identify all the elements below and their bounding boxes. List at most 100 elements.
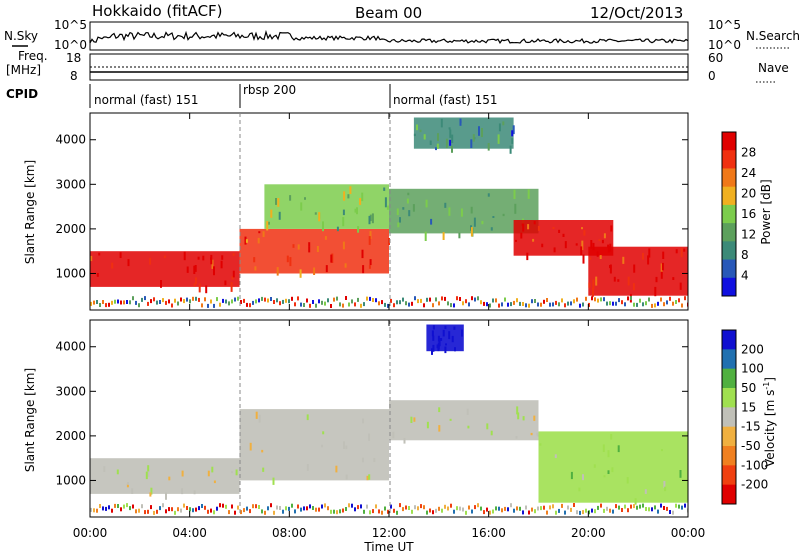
velocity-pixel [335, 465, 338, 473]
beam-title: Beam 00 [355, 4, 422, 22]
power-near-range-pixel [453, 303, 455, 308]
power-pixel [575, 243, 578, 246]
power-near-range-pixel [648, 297, 650, 302]
power-pixel [308, 246, 311, 253]
power-pixel [197, 256, 200, 260]
power-pixel [661, 262, 664, 271]
nave-label: Nave [758, 61, 789, 75]
velocity-pixel [322, 431, 325, 435]
velocity-near-range-pixel [495, 506, 497, 511]
power-pixel [642, 252, 644, 260]
velocity-near-range-pixel [147, 509, 149, 514]
velocity-pixel [116, 469, 119, 475]
power-near-range-pixel [360, 303, 362, 308]
power-pixel [509, 145, 512, 154]
power-near-range-pixel [447, 301, 449, 306]
power-pixel [362, 265, 365, 274]
power-near-range-pixel [243, 298, 245, 303]
velocity-colorbar-band [722, 484, 736, 505]
power-pixel [384, 197, 387, 208]
power-near-range-pixel [465, 299, 467, 304]
velocity-near-range-pixel [456, 506, 458, 511]
power-pixel [96, 273, 99, 277]
power-pixel [541, 243, 544, 248]
velocity-near-range-pixel [594, 509, 596, 514]
velocity-near-range-pixel [369, 510, 371, 515]
velocity-near-range-pixel [114, 503, 116, 508]
power-near-range-pixel [552, 302, 554, 307]
power-region [264, 184, 389, 229]
velocity-colorbar-label-sup: -1 [762, 382, 771, 390]
velocity-near-range-pixel [489, 510, 491, 515]
power-colorbar-band [722, 132, 736, 151]
velocity-near-range-pixel [516, 506, 518, 511]
power-near-range-pixel [342, 303, 344, 308]
nsky-trace [89, 29, 689, 45]
power-near-range-pixel [369, 296, 371, 301]
velocity-near-range-pixel [258, 505, 260, 509]
power-near-range-pixel [471, 296, 473, 301]
power-near-range-pixel [174, 298, 176, 303]
power-pixel [289, 257, 292, 267]
velocity-near-range-pixel [384, 506, 386, 511]
power-near-range-pixel [537, 302, 539, 307]
power-colorbar-band [722, 150, 736, 169]
velocity-near-range-pixel [642, 503, 644, 508]
power-pixel [442, 232, 445, 240]
power-pixel [592, 287, 594, 297]
velocity-near-range-pixel [633, 504, 635, 509]
velocity-pixel [644, 489, 647, 494]
velocity-pixel [444, 346, 447, 354]
power-near-range-pixel [582, 302, 584, 307]
power-pixel [361, 192, 364, 202]
power-pixel [356, 207, 358, 215]
power-near-range-pixel [366, 296, 368, 301]
velocity-pixel [451, 335, 454, 343]
velocity-near-range-pixel [315, 507, 317, 512]
x-tick-label: 08:00 [272, 526, 307, 540]
power-pixel [502, 213, 505, 217]
power-pixel [354, 208, 357, 213]
velocity-near-range-pixel [471, 509, 473, 514]
velocity-near-range-pixel [342, 508, 344, 513]
power-pixel [660, 271, 663, 279]
velocity-near-range-pixel [207, 509, 209, 514]
cpid-segment-2: rbsp 200 [243, 83, 296, 97]
velocity-near-range-pixel [351, 503, 353, 508]
velocity-near-range-pixel [264, 510, 266, 515]
power-near-range-pixel [309, 303, 311, 308]
power-pixel [672, 277, 675, 280]
power-pixel [497, 134, 500, 144]
velocity-pixel [578, 487, 581, 492]
velocity-near-range-pixel [123, 504, 125, 509]
power-near-range-pixel [522, 302, 524, 306]
power-near-range-pixel [567, 301, 569, 306]
power-near-range-pixel [504, 297, 506, 302]
power-near-range-pixel [261, 296, 263, 301]
power-pixel [262, 231, 265, 237]
power-pixel [610, 225, 613, 232]
velocity-pixel [515, 436, 518, 439]
velocity-near-range-pixel [267, 506, 269, 511]
power-pixel [436, 143, 439, 149]
velocity-pixel [490, 430, 493, 436]
power-near-range-pixel [336, 296, 338, 301]
power-colorbar-band [722, 259, 736, 279]
velocity-near-range-pixel [138, 508, 140, 513]
y-tick-label: 4000 [55, 133, 86, 147]
power-near-range-pixel [273, 300, 275, 304]
power-near-range-pixel [138, 303, 140, 308]
x-tick-label: 00:00 [671, 526, 706, 540]
power-colorbar-band [722, 204, 736, 224]
power-pixel [325, 265, 328, 273]
velocity-pixel [617, 445, 620, 453]
power-pixel [458, 232, 461, 239]
power-pixel [163, 255, 166, 258]
power-pixel [275, 198, 277, 205]
power-near-range-pixel [555, 300, 557, 305]
power-near-range-pixel [564, 303, 566, 308]
velocity-near-range-pixel [600, 503, 602, 508]
power-near-range-pixel [258, 298, 260, 303]
power-near-range-pixel [672, 301, 674, 306]
velocity-pixel [403, 437, 406, 444]
